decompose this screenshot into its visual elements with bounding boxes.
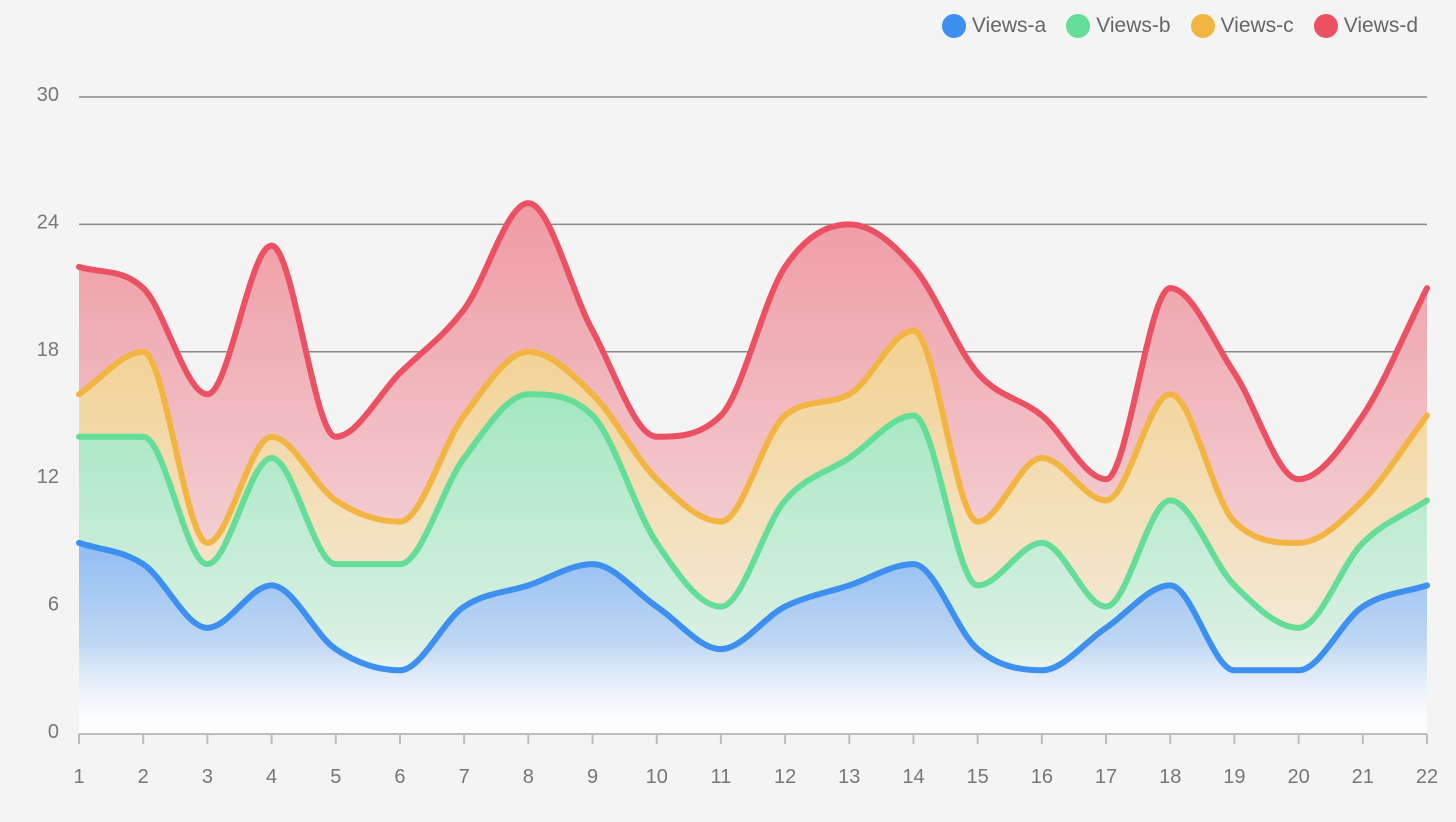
x-tick-label: 2	[138, 766, 149, 788]
series-line-views-d[interactable]	[76, 200, 1430, 483]
x-tick-label: 6	[394, 766, 405, 788]
legend-dot-views-a	[941, 14, 966, 38]
legend-label-views-c: Views-c	[1220, 14, 1294, 37]
x-tick-label: 10	[646, 766, 668, 788]
y-tick-label: 0	[48, 721, 59, 743]
series-line-views-a[interactable]	[76, 539, 1430, 674]
chart-legend: Views-a Views-b Views-c Views-d	[941, 14, 1418, 38]
x-tick-label: 18	[1159, 766, 1181, 788]
x-tick-label: 3	[202, 766, 213, 788]
x-tick-label: 21	[1352, 766, 1374, 788]
legend-item-views-a[interactable]: Views-a	[941, 14, 1047, 38]
x-tick-label: 5	[330, 766, 341, 788]
x-tick-label: 16	[1031, 766, 1053, 788]
x-tick-label: 8	[523, 766, 534, 788]
x-tick-label: 15	[967, 766, 989, 788]
x-tick-label: 13	[838, 766, 860, 788]
legend-item-views-b[interactable]: Views-b	[1066, 14, 1171, 38]
x-tick-label: 17	[1095, 766, 1117, 788]
series-line-views-b[interactable]	[76, 391, 1430, 631]
y-tick-label: 30	[37, 84, 59, 106]
y-tick-label: 12	[37, 466, 59, 488]
y-tick-label: 24	[37, 211, 59, 233]
legend-label-views-b: Views-b	[1096, 14, 1171, 37]
x-tick-label: 20	[1287, 766, 1309, 788]
legend-label-views-a: Views-a	[971, 14, 1047, 37]
baseline-fade	[79, 644, 1427, 734]
legend-dot-views-b	[1066, 14, 1091, 38]
x-tick-label: 7	[459, 766, 470, 788]
legend-label-views-d: Views-d	[1343, 14, 1418, 37]
legend-item-views-d[interactable]: Views-d	[1313, 14, 1418, 38]
x-tick-label: 9	[587, 766, 598, 788]
y-tick-label: 6	[48, 594, 59, 616]
legend-dot-views-c	[1190, 14, 1215, 38]
x-tick-label: 19	[1223, 766, 1245, 788]
x-tick-label: 11	[711, 766, 732, 788]
x-tick-label: 14	[902, 766, 924, 788]
x-tick-label: 1	[73, 766, 84, 788]
x-tick-label: 22	[1416, 766, 1438, 788]
legend-item-views-c[interactable]: Views-c	[1190, 14, 1294, 38]
series-line-views-c[interactable]	[76, 327, 1430, 546]
legend-dot-views-d	[1313, 14, 1338, 38]
y-tick-label: 18	[37, 339, 59, 361]
x-tick-label: 12	[774, 766, 796, 788]
x-tick-label: 4	[266, 766, 277, 788]
